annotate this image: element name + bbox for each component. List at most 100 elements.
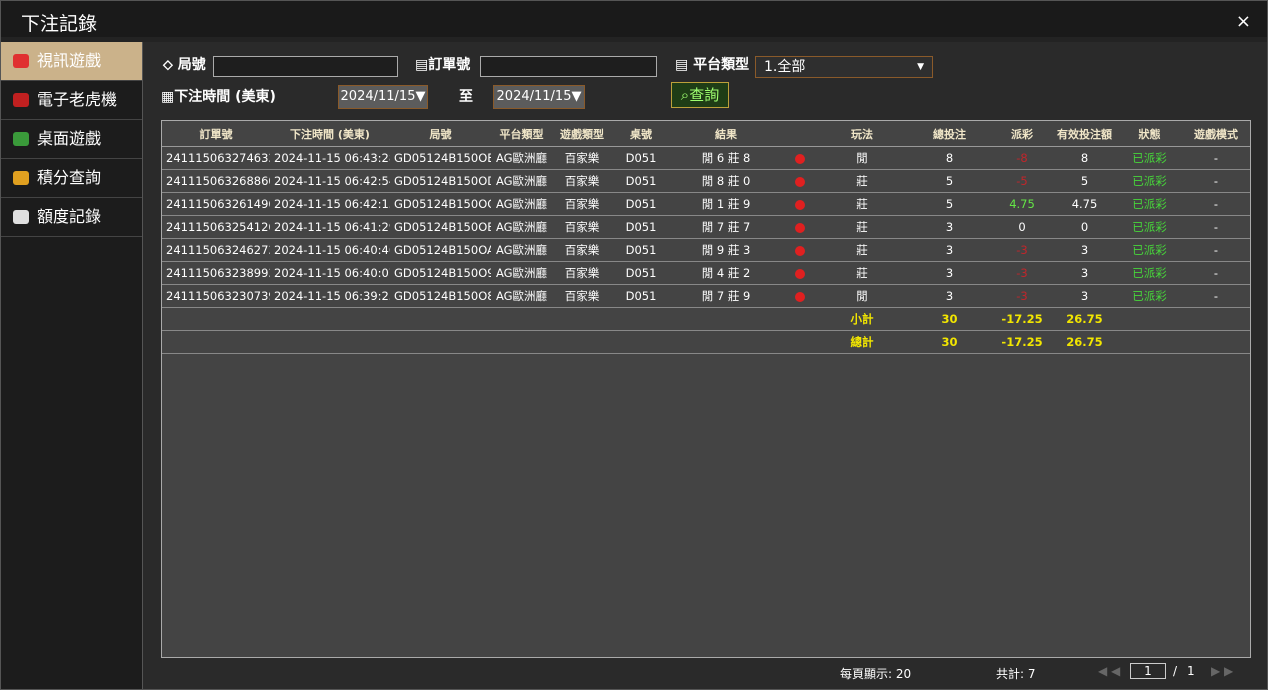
summary-row: 總計 30 -17.25 26.75 — [162, 330, 1250, 354]
bet-table: 訂單號 下注時間 (美東) 局號 平台類型 遊戲類型 桌號 結果 玩法 總投注 派彩 有效投注額 狀態… — [162, 121, 1250, 354]
table-cell: AG歐洲廳 — [491, 238, 552, 262]
table-cell: 百家樂 — [552, 169, 612, 193]
table-cell: 百家樂 — [552, 192, 612, 216]
query-button[interactable]: ⌕查詢 — [671, 82, 729, 108]
summary-bets: 30 — [907, 307, 992, 331]
table-cell: 241115063246273 — [162, 238, 270, 262]
table-cell: 0 — [1052, 215, 1117, 239]
table-cell: 百家樂 — [552, 261, 612, 285]
pager-next[interactable]: ▶ ▶ — [1211, 664, 1234, 678]
column-header: 局號 — [390, 121, 491, 147]
column-header: 遊戲模式 — [1182, 121, 1250, 147]
page-total: 1 — [1187, 664, 1195, 678]
play-button[interactable] — [794, 199, 805, 210]
play-cell — [782, 238, 817, 262]
table-row: 241115063246273 2024-11-15 06:40:46 GD0512… — [162, 238, 1250, 262]
table-cell: 已派彩 — [1117, 215, 1182, 239]
table-cell: - — [1182, 261, 1250, 285]
table-cell: -3 — [992, 261, 1052, 285]
date-to[interactable]: 2024/11/15▼ — [493, 85, 585, 109]
sidebar-item[interactable]: 積分查詢 — [1, 159, 142, 198]
sidebar-item[interactable]: 視訊遊戲 — [1, 42, 142, 81]
column-header: 派彩 — [992, 121, 1052, 147]
table-cell: AG歐洲廳 — [491, 215, 552, 239]
table-cell: AG歐洲廳 — [491, 261, 552, 285]
table-cell: 百家樂 — [552, 238, 612, 262]
title-bar: 下注記錄 × — [1, 1, 1267, 37]
table-cell: 2024-11-15 06:41:29 — [270, 215, 390, 239]
page-sep: / — [1173, 664, 1178, 678]
table-cell: 已派彩 — [1117, 146, 1182, 170]
table-cell: 閒 8 莊 0 — [670, 169, 782, 193]
table-cell: 241115063268860 — [162, 169, 270, 193]
sidebar-label: 積分查詢 — [37, 168, 102, 187]
table-row: 241115063261496 2024-11-15 06:42:13 GD0512… — [162, 192, 1250, 216]
title: 下注記錄 — [21, 13, 98, 35]
close-button[interactable]: × — [1235, 11, 1251, 32]
table-row: 241115063230739 2024-11-15 06:39:25 GD0512… — [162, 284, 1250, 308]
table-cell: 3 — [907, 238, 992, 262]
play-button[interactable] — [794, 153, 805, 164]
sidebar-icon — [13, 54, 29, 68]
table-cell: 莊 — [817, 215, 907, 239]
table-cell: GD05124B150OA — [390, 238, 491, 262]
table-cell: 莊 — [817, 238, 907, 262]
column-header: 玩法 — [817, 121, 907, 147]
table-cell: 百家樂 — [552, 215, 612, 239]
table-cell: 0 — [992, 215, 1052, 239]
platform-label: ▤ 平台類型 — [675, 57, 750, 73]
platform-select[interactable]: 1.全部 ▼ — [755, 56, 933, 78]
sidebar-item[interactable]: 電子老虎機 — [1, 81, 142, 120]
table-cell: 3 — [907, 284, 992, 308]
table-cell: D051 — [612, 169, 670, 193]
table-cell: 閒 7 莊 9 — [670, 284, 782, 308]
summary-spacer — [1117, 330, 1250, 354]
play-cell — [782, 215, 817, 239]
table-row: 241115063274633 2024-11-15 06:43:28 GD0512… — [162, 146, 1250, 170]
table-cell: GD05124B150OE — [390, 146, 491, 170]
header-row: 訂單號 下注時間 (美東) 局號 平台類型 遊戲類型 桌號 結果 玩法 總投注 派彩 有效投注額 狀態… — [162, 121, 1250, 147]
table-cell: 241115063238993 — [162, 261, 270, 285]
table-row: 241115063254126 2024-11-15 06:41:29 GD0512… — [162, 215, 1250, 239]
table-cell: D051 — [612, 238, 670, 262]
table-cell: - — [1182, 169, 1250, 193]
table-container: 訂單號 下注時間 (美東) 局號 平台類型 遊戲類型 桌號 結果 玩法 總投注 派彩 有效投注額 狀態… — [161, 120, 1251, 658]
table-cell: 閒 — [817, 146, 907, 170]
play-button[interactable] — [794, 245, 805, 256]
table-cell: -8 — [992, 146, 1052, 170]
play-cell — [782, 192, 817, 216]
table-cell: 8 — [1052, 146, 1117, 170]
table-cell: 3 — [907, 261, 992, 285]
table-cell: 4.75 — [992, 192, 1052, 216]
sidebar-item[interactable]: 桌面遊戲 — [1, 120, 142, 159]
table-cell: 2024-11-15 06:42:13 — [270, 192, 390, 216]
table-cell: - — [1182, 192, 1250, 216]
order-input[interactable] — [480, 56, 657, 77]
play-cell — [782, 261, 817, 285]
play-button[interactable] — [794, 291, 805, 302]
date-from[interactable]: 2024/11/15▼ — [338, 85, 428, 109]
summary-label: 總計 — [817, 330, 907, 354]
table-cell: GD05124B150O9 — [390, 261, 491, 285]
round-input[interactable] — [213, 56, 398, 77]
table-cell: 已派彩 — [1117, 238, 1182, 262]
table-cell: 4.75 — [1052, 192, 1117, 216]
table-cell: 閒 — [817, 284, 907, 308]
table-cell: 2024-11-15 06:40:07 — [270, 261, 390, 285]
table-cell: 2024-11-15 06:42:54 — [270, 169, 390, 193]
label: 下注時間 (美東) — [174, 89, 276, 105]
play-button[interactable] — [794, 268, 805, 279]
play-button[interactable] — [794, 176, 805, 187]
table-cell: D051 — [612, 261, 670, 285]
sidebar-label: 額度記錄 — [37, 207, 102, 226]
table-cell: 3 — [907, 215, 992, 239]
summary-payout: -17.25 — [992, 330, 1052, 354]
column-header: 平台類型 — [491, 121, 552, 147]
table-row: 241115063238993 2024-11-15 06:40:07 GD0512… — [162, 261, 1250, 285]
page-input[interactable]: 1 — [1130, 663, 1166, 679]
table-cell: D051 — [612, 215, 670, 239]
play-button[interactable] — [794, 222, 805, 233]
pager-prev[interactable]: ◀ ◀ — [1098, 664, 1121, 678]
table-cell: GD05124B150OD — [390, 169, 491, 193]
sidebar-item[interactable]: 額度記錄 — [1, 198, 142, 237]
